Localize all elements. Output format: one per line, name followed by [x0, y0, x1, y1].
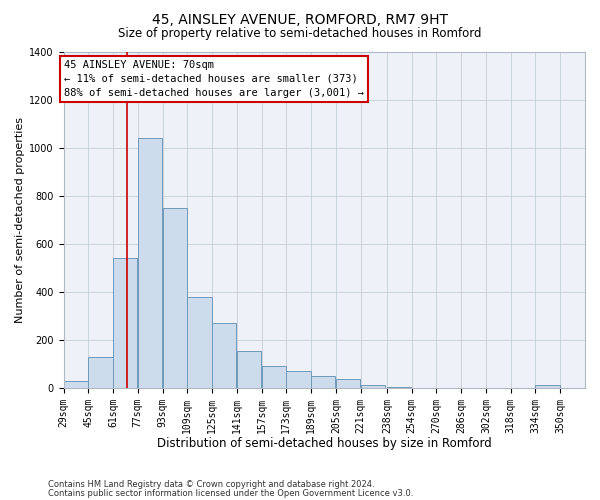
Bar: [387, 386, 411, 388]
Bar: [212, 323, 236, 388]
Bar: [535, 386, 560, 388]
Bar: [187, 296, 212, 388]
Bar: [361, 386, 385, 388]
Text: 45 AINSLEY AVENUE: 70sqm
← 11% of semi-detached houses are smaller (373)
88% of : 45 AINSLEY AVENUE: 70sqm ← 11% of semi-d…: [64, 60, 364, 98]
X-axis label: Distribution of semi-detached houses by size in Romford: Distribution of semi-detached houses by …: [157, 437, 491, 450]
Bar: [262, 366, 286, 388]
Text: Contains public sector information licensed under the Open Government Licence v3: Contains public sector information licen…: [48, 488, 413, 498]
Bar: [311, 376, 335, 388]
Bar: [286, 371, 311, 388]
Y-axis label: Number of semi-detached properties: Number of semi-detached properties: [15, 116, 25, 322]
Text: Contains HM Land Registry data © Crown copyright and database right 2024.: Contains HM Land Registry data © Crown c…: [48, 480, 374, 489]
Bar: [336, 380, 360, 388]
Bar: [138, 138, 162, 388]
Text: Size of property relative to semi-detached houses in Romford: Size of property relative to semi-detach…: [118, 28, 482, 40]
Bar: [163, 208, 187, 388]
Bar: [113, 258, 137, 388]
Bar: [64, 380, 88, 388]
Text: 45, AINSLEY AVENUE, ROMFORD, RM7 9HT: 45, AINSLEY AVENUE, ROMFORD, RM7 9HT: [152, 12, 448, 26]
Bar: [88, 356, 113, 388]
Bar: [237, 350, 261, 388]
